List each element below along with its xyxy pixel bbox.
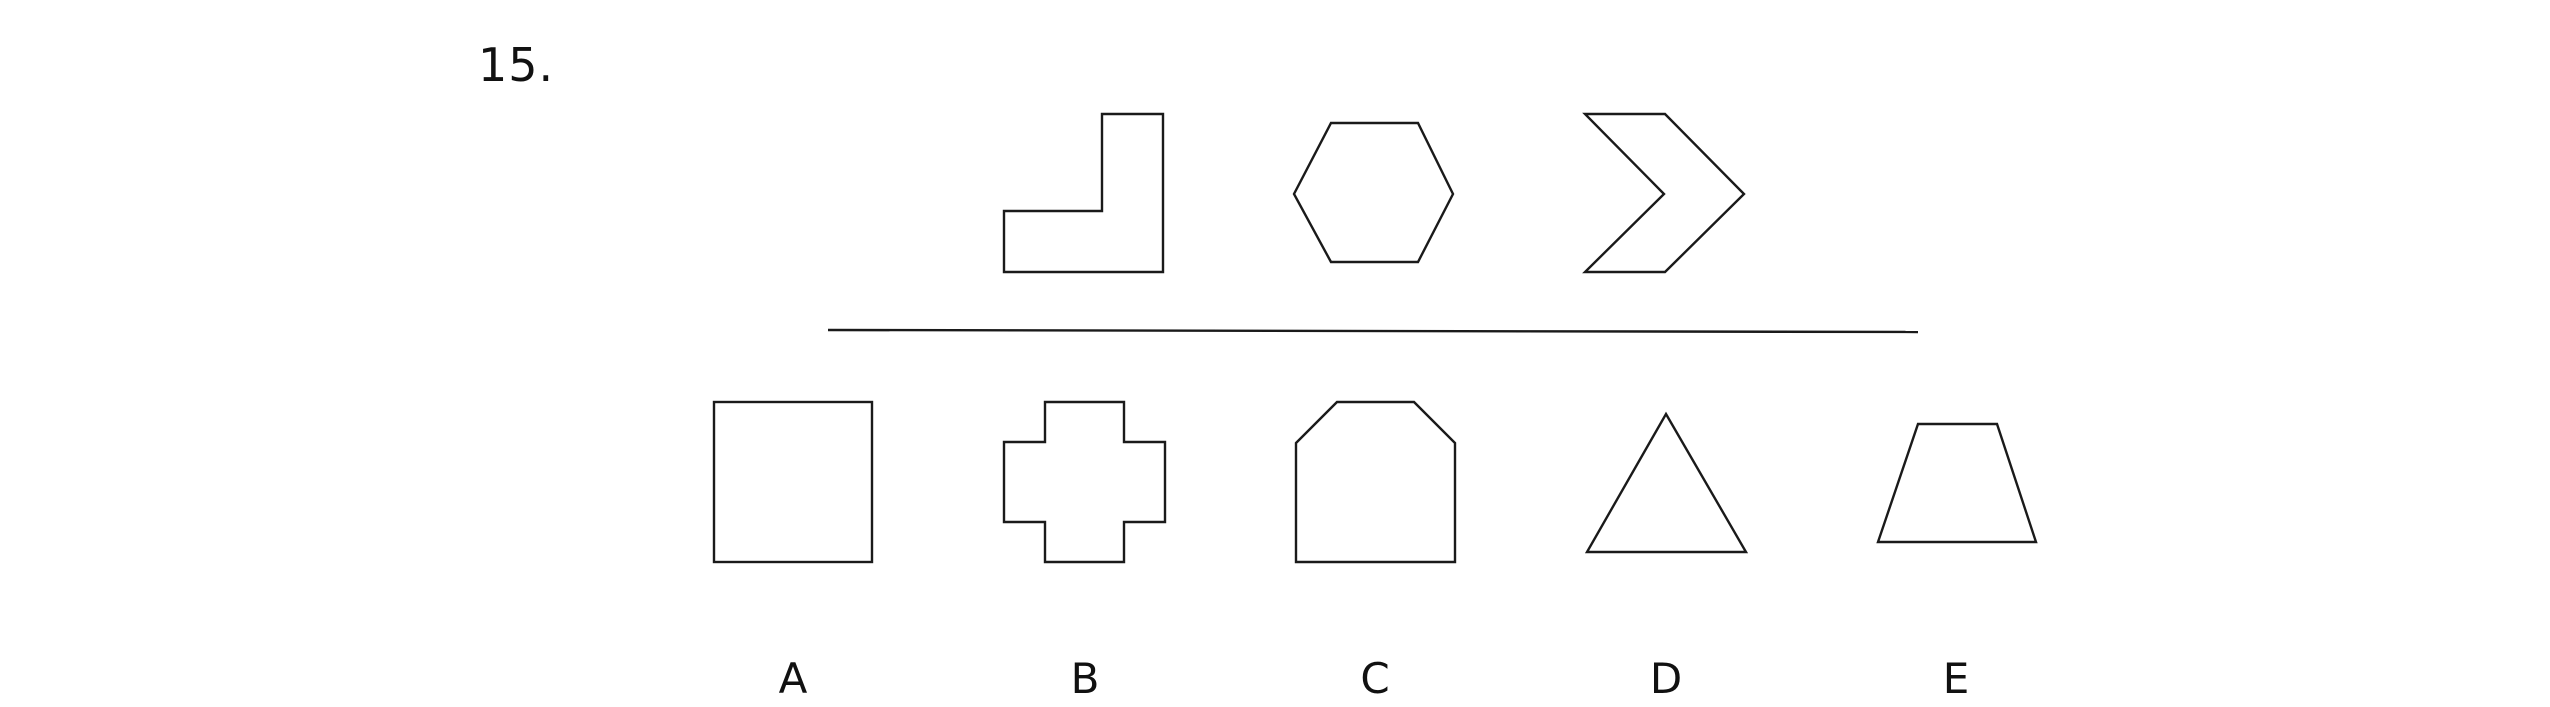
sequence-shape-hexagon (1292, 121, 1455, 264)
sequence-row (1002, 112, 1746, 274)
option-label-a[interactable]: A (778, 654, 808, 703)
option-label-e[interactable]: E (1942, 654, 1970, 703)
option-a-square-shape (712, 400, 874, 564)
option-d-triangle-shape (1584, 411, 1749, 554)
option-label-d[interactable]: D (1649, 654, 1683, 703)
options-row (712, 400, 2038, 564)
question-number: 15. (478, 38, 555, 92)
divider-line (827, 328, 1919, 334)
option-b-cross-shape (1002, 400, 1167, 564)
option-c-cut-corner-shape (1294, 400, 1457, 564)
option-e-trapezoid-shape (1876, 422, 2038, 544)
sequence-shape-chevron (1582, 112, 1746, 274)
sequence-shape-l-shape (1002, 112, 1165, 274)
option-label-b[interactable]: B (1070, 654, 1100, 703)
option-label-c[interactable]: C (1360, 654, 1390, 703)
